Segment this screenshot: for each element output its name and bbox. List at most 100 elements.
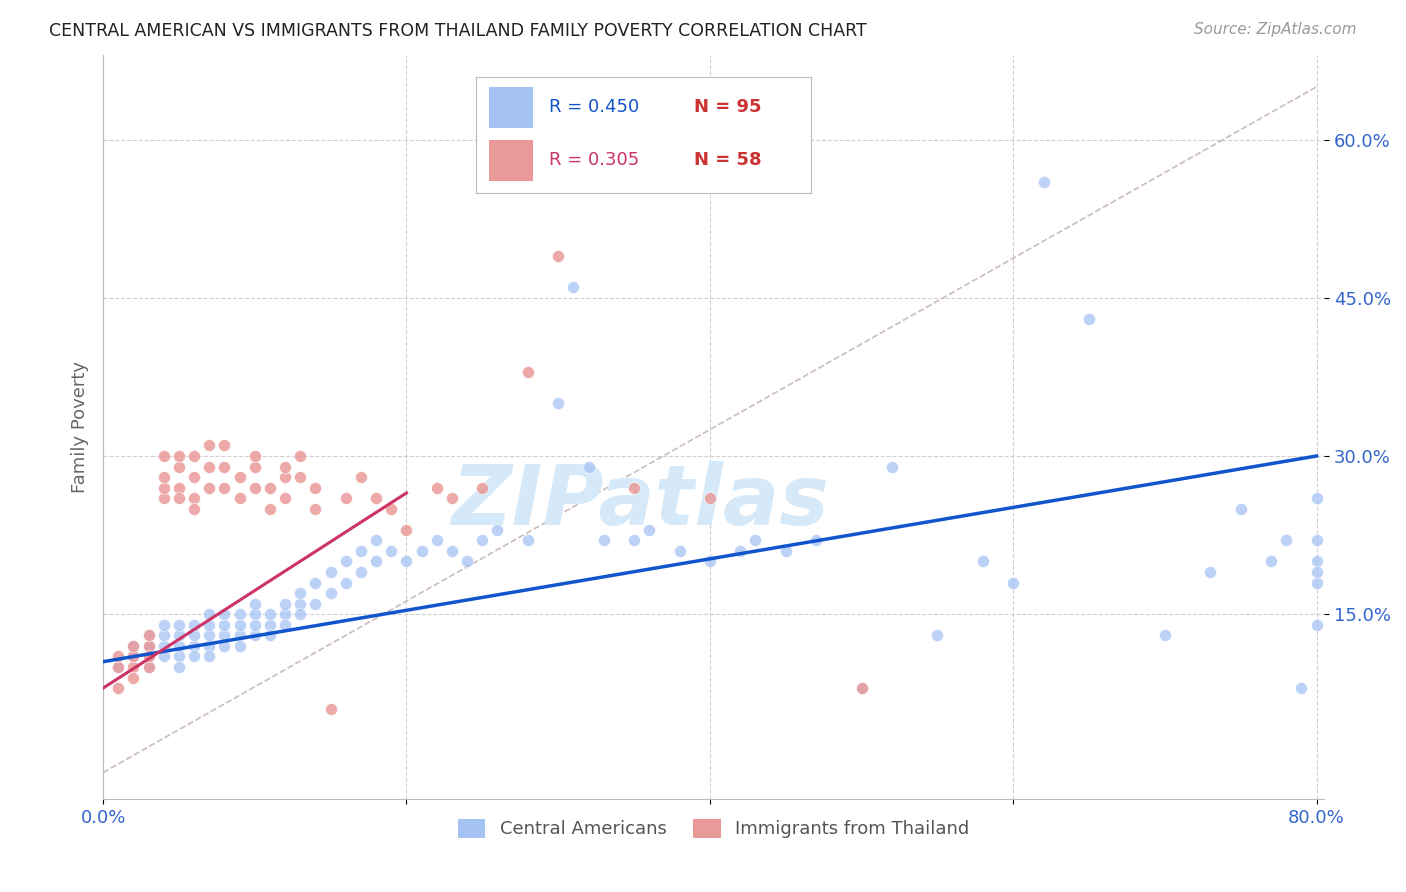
Point	[335, 575, 357, 590]
Point	[214, 607, 236, 622]
Point	[440, 491, 463, 506]
Point	[623, 481, 645, 495]
Point	[198, 617, 221, 632]
Point	[167, 459, 190, 474]
Point	[578, 459, 600, 474]
Point	[668, 544, 690, 558]
Point	[1229, 501, 1251, 516]
Point	[167, 617, 190, 632]
Point	[214, 628, 236, 642]
Point	[183, 639, 205, 653]
Point	[198, 639, 221, 653]
Point	[198, 628, 221, 642]
Point	[426, 533, 449, 548]
Point	[243, 607, 266, 622]
Point	[1305, 565, 1327, 579]
Point	[153, 449, 176, 463]
Point	[638, 523, 661, 537]
Point	[183, 649, 205, 664]
Point	[395, 523, 418, 537]
Point	[880, 459, 903, 474]
Text: ZIPatlas: ZIPatlas	[451, 461, 830, 541]
Point	[290, 470, 312, 484]
Point	[1002, 575, 1025, 590]
Point	[274, 459, 297, 474]
Point	[290, 597, 312, 611]
Point	[122, 639, 145, 653]
Point	[1305, 617, 1327, 632]
Point	[153, 481, 176, 495]
Point	[290, 607, 312, 622]
Point	[851, 681, 873, 695]
Y-axis label: Family Poverty: Family Poverty	[72, 361, 89, 493]
Point	[1078, 311, 1101, 326]
Point	[775, 544, 797, 558]
Point	[167, 660, 190, 674]
Point	[972, 554, 994, 568]
Point	[274, 470, 297, 484]
Point	[259, 628, 281, 642]
Point	[699, 554, 721, 568]
Point	[366, 554, 388, 568]
Point	[1291, 681, 1313, 695]
Point	[183, 501, 205, 516]
Point	[107, 660, 129, 674]
Point	[395, 554, 418, 568]
Point	[167, 491, 190, 506]
Point	[183, 617, 205, 632]
Point	[167, 481, 190, 495]
Point	[547, 249, 569, 263]
Point	[274, 617, 297, 632]
Point	[350, 470, 373, 484]
Point	[1305, 533, 1327, 548]
Point	[380, 501, 402, 516]
Point	[243, 449, 266, 463]
Point	[138, 660, 160, 674]
Point	[290, 449, 312, 463]
Point	[122, 660, 145, 674]
Point	[592, 533, 614, 548]
Point	[243, 628, 266, 642]
Point	[486, 523, 509, 537]
Point	[107, 649, 129, 664]
Point	[153, 617, 176, 632]
Point	[274, 597, 297, 611]
Point	[304, 481, 326, 495]
Point	[516, 533, 538, 548]
Point	[228, 607, 250, 622]
Point	[107, 681, 129, 695]
Point	[744, 533, 766, 548]
Point	[1275, 533, 1298, 548]
Point	[214, 481, 236, 495]
Point	[335, 554, 357, 568]
Point	[290, 586, 312, 600]
Point	[516, 365, 538, 379]
Point	[167, 649, 190, 664]
Point	[138, 628, 160, 642]
Point	[214, 459, 236, 474]
Point	[1305, 491, 1327, 506]
Point	[1154, 628, 1177, 642]
Point	[198, 607, 221, 622]
Point	[153, 628, 176, 642]
Point	[440, 544, 463, 558]
Point	[1305, 575, 1327, 590]
Point	[243, 617, 266, 632]
Point	[214, 639, 236, 653]
Point	[366, 491, 388, 506]
Point	[183, 491, 205, 506]
Point	[380, 544, 402, 558]
Point	[411, 544, 433, 558]
Point	[198, 438, 221, 452]
Point	[167, 449, 190, 463]
Point	[138, 649, 160, 664]
Point	[153, 491, 176, 506]
Point	[319, 565, 342, 579]
Point	[304, 597, 326, 611]
Point	[214, 617, 236, 632]
Legend: Central Americans, Immigrants from Thailand: Central Americans, Immigrants from Thail…	[451, 812, 977, 846]
Point	[547, 396, 569, 410]
Point	[153, 649, 176, 664]
Point	[138, 639, 160, 653]
Point	[259, 501, 281, 516]
